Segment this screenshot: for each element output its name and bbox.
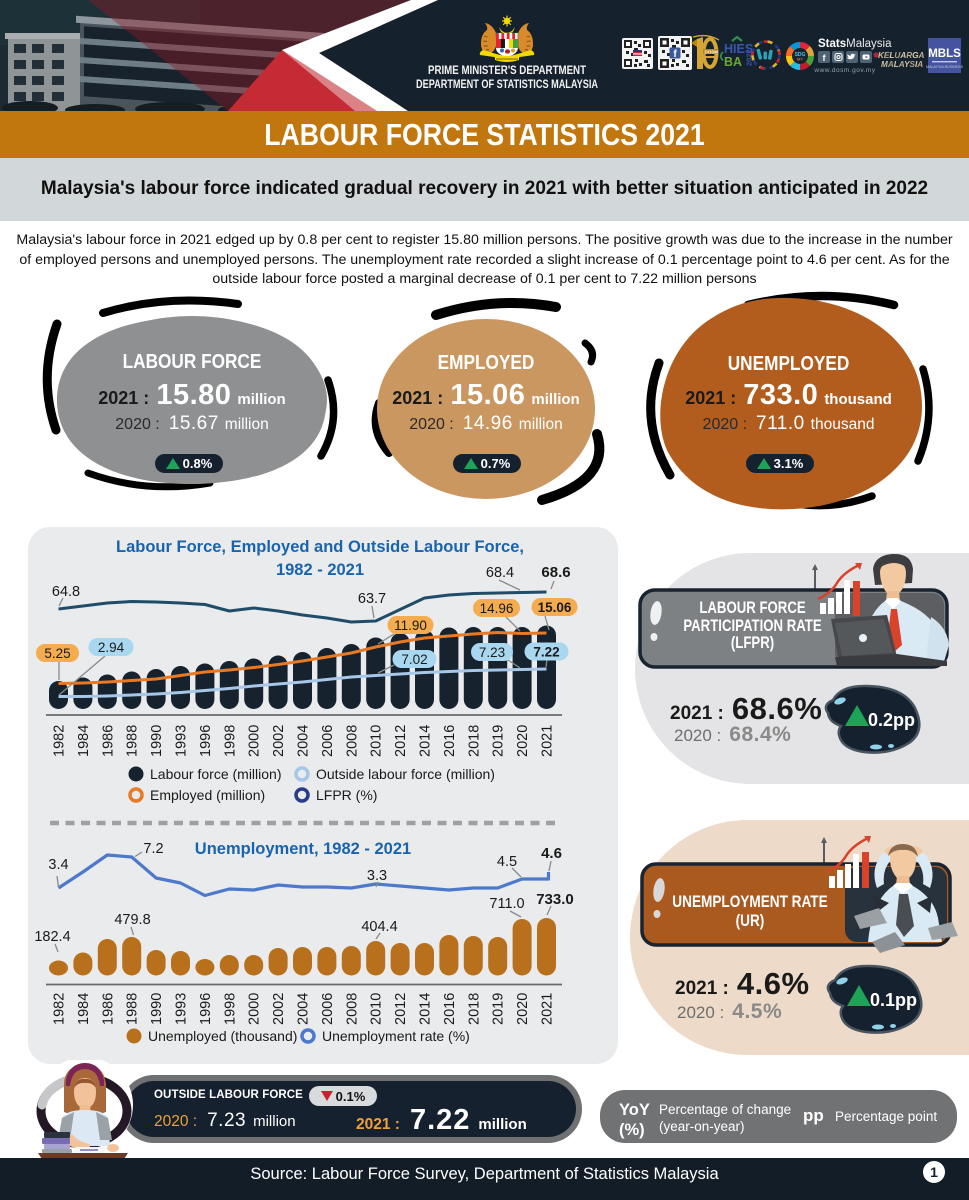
svg-text:1990: 1990	[149, 993, 165, 1025]
svg-text:7.22: 7.22	[533, 644, 559, 659]
svg-text:1986: 1986	[100, 725, 116, 757]
svg-text:1986: 1986	[100, 993, 116, 1025]
svg-text:2018: 2018	[466, 993, 482, 1025]
svg-text:DOSM: DOSM	[705, 50, 719, 55]
svg-text:68.4: 68.4	[486, 565, 514, 581]
svg-text:3.3: 3.3	[367, 868, 387, 884]
svg-text:2000: 2000	[247, 725, 263, 757]
svg-text:2020: 2020	[515, 993, 531, 1025]
svg-text:2016: 2016	[442, 725, 458, 757]
svg-text:2004: 2004	[296, 993, 312, 1025]
svg-text:Unemployment, 1982 - 2021: Unemployment, 1982 - 2021	[195, 840, 411, 858]
svg-text:0.2pp: 0.2pp	[868, 710, 915, 730]
svg-text:Unemployed (thousand): Unemployed (thousand)	[148, 1028, 297, 1044]
svg-text:1982 - 2021: 1982 - 2021	[276, 561, 364, 579]
svg-text:7.2: 7.2	[143, 841, 163, 857]
svg-text:5.25: 5.25	[44, 646, 70, 661]
svg-text:733.0: 733.0	[536, 891, 574, 908]
svg-text:2006: 2006	[320, 993, 336, 1025]
svg-text:2022: 2022	[745, 49, 754, 66]
svg-text:Outside labour force (million): Outside labour force (million)	[316, 766, 495, 782]
svg-text:PRIME MINISTER'S DEPARTMENT: PRIME MINISTER'S DEPARTMENT	[428, 65, 586, 77]
svg-text:BA: BA	[724, 55, 742, 69]
svg-text:2010: 2010	[369, 725, 385, 757]
svg-text:0.1pp: 0.1pp	[870, 990, 917, 1010]
svg-text:MALAYSIA BUSINESS: MALAYSIA BUSINESS	[926, 65, 963, 69]
svg-text:1998: 1998	[222, 725, 238, 757]
svg-text:404.4: 404.4	[361, 919, 397, 935]
svg-text:1996: 1996	[198, 993, 214, 1025]
svg-text:HIES: HIES	[724, 42, 753, 56]
svg-text:711.0: 711.0	[489, 896, 524, 912]
svg-text:4.5: 4.5	[497, 854, 517, 870]
svg-text:1993: 1993	[174, 993, 190, 1025]
svg-text:SDG: SDG	[795, 52, 806, 58]
svg-text:1996: 1996	[198, 725, 214, 757]
svg-text:2004: 2004	[296, 725, 312, 757]
svg-text:7.23: 7.23	[479, 645, 505, 660]
svg-text:2.94: 2.94	[98, 640, 125, 655]
svg-text:2014: 2014	[418, 725, 434, 757]
svg-text:www.dosm.gov.my: www.dosm.gov.my	[813, 67, 875, 74]
svg-text:DEPARTMENT OF STATISTICS MALAY: DEPARTMENT OF STATISTICS MALAYSIA	[416, 77, 598, 91]
svg-text:7.02: 7.02	[401, 652, 427, 667]
svg-text:1988: 1988	[125, 993, 141, 1025]
svg-text:LFPR (%): LFPR (%)	[316, 787, 377, 803]
svg-text:Employed (million): Employed (million)	[150, 787, 265, 803]
svg-text:2010: 2010	[369, 993, 385, 1025]
svg-text:Unemployment rate (%): Unemployment rate (%)	[322, 1028, 470, 1044]
svg-text:2008: 2008	[344, 993, 360, 1025]
svg-text:KELUARGA: KELUARGA	[878, 51, 925, 60]
svg-text:479.8: 479.8	[114, 912, 150, 928]
svg-text:1984: 1984	[76, 993, 92, 1025]
svg-text:Labour Force, Employed and Out: Labour Force, Employed and Outside Labou…	[116, 538, 524, 556]
svg-text:MY: MY	[797, 57, 803, 62]
svg-text:StatsMalaysia: StatsMalaysia	[818, 38, 892, 50]
svg-text:3.4: 3.4	[48, 857, 68, 873]
svg-text:2020: 2020	[515, 725, 531, 757]
svg-text:1990: 1990	[149, 725, 165, 757]
svg-text:68.6: 68.6	[541, 564, 570, 581]
svg-text:2008: 2008	[344, 725, 360, 757]
svg-text:2019: 2019	[491, 725, 507, 757]
svg-text:f: f	[823, 53, 827, 63]
svg-text:11.90: 11.90	[394, 618, 427, 633]
svg-text:MALAYSIA: MALAYSIA	[881, 60, 923, 69]
svg-text:2012: 2012	[393, 993, 409, 1025]
svg-text:4.6: 4.6	[541, 845, 562, 862]
svg-text:MBLS: MBLS	[928, 48, 961, 60]
svg-text:64.8: 64.8	[52, 584, 80, 600]
svg-text:1982: 1982	[52, 725, 68, 757]
svg-text:2016: 2016	[442, 993, 458, 1025]
svg-text:f: f	[673, 49, 677, 60]
svg-text:2002: 2002	[271, 725, 287, 757]
svg-text:1984: 1984	[76, 725, 92, 757]
svg-text:1982: 1982	[52, 993, 68, 1025]
svg-text:15.06: 15.06	[538, 600, 572, 615]
svg-text:2012: 2012	[393, 725, 409, 757]
svg-text:63.7: 63.7	[358, 591, 386, 607]
svg-text:Labour force (million): Labour force (million)	[150, 766, 282, 782]
svg-text:2018: 2018	[466, 725, 482, 757]
svg-text:2021: 2021	[540, 993, 556, 1025]
svg-text:1993: 1993	[174, 725, 190, 757]
svg-text:2000: 2000	[247, 993, 263, 1025]
svg-text:1988: 1988	[125, 725, 141, 757]
svg-text:14.96: 14.96	[480, 601, 514, 616]
svg-text:2002: 2002	[271, 993, 287, 1025]
svg-text:2014: 2014	[418, 993, 434, 1025]
svg-text:1998: 1998	[222, 993, 238, 1025]
svg-text:182.4: 182.4	[34, 929, 70, 945]
svg-text:2019: 2019	[491, 993, 507, 1025]
svg-text:2006: 2006	[320, 725, 336, 757]
svg-text:2021: 2021	[540, 725, 556, 757]
